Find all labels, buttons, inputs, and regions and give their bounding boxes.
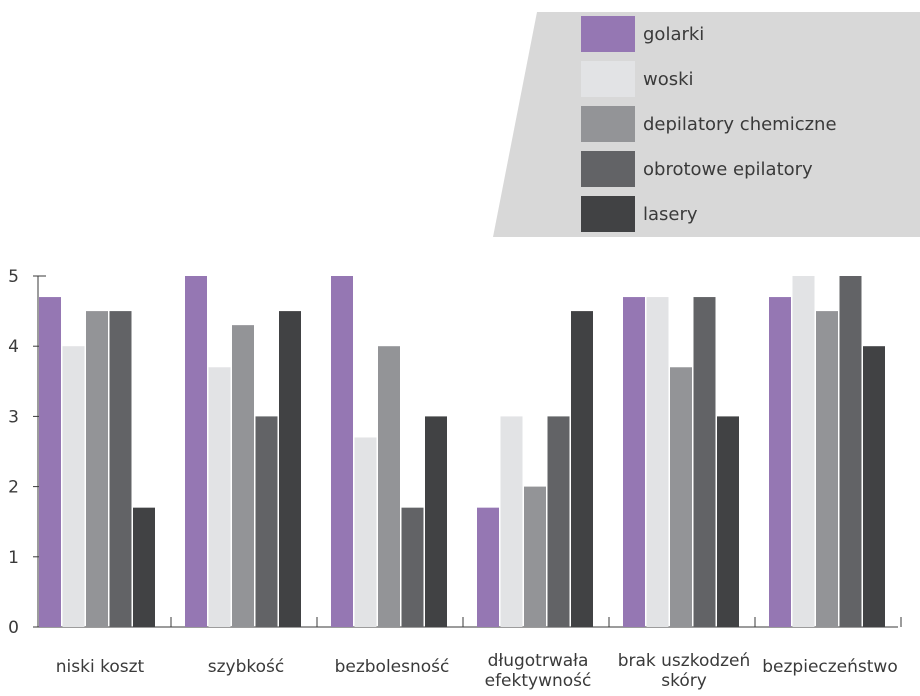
category-label-line: szybkość <box>208 657 284 677</box>
category-label-4: brak uszkodzeń skóry <box>618 651 751 691</box>
legend-swatch-1 <box>581 61 635 97</box>
legend-label-0: golarki <box>643 24 704 45</box>
y-tick-label-4: 4 <box>8 337 19 357</box>
bar-2-3 <box>401 507 424 627</box>
y-tick-label-5: 5 <box>8 267 19 287</box>
bar-0-0 <box>39 297 61 627</box>
bar-5-2 <box>816 311 838 627</box>
y-tick-label-1: 1 <box>8 548 19 568</box>
bar-0-2 <box>86 311 108 627</box>
bar-1-4 <box>279 311 301 627</box>
bar-0-4 <box>133 507 155 627</box>
bar-4-1 <box>646 297 669 627</box>
legend-swatch-3 <box>581 151 635 187</box>
legend-label-3: obrotowe epilatory <box>643 159 813 180</box>
axes: 0 1 2 3 4 5 <box>8 267 902 638</box>
legend-swatch-4 <box>581 196 635 232</box>
y-tick-label-2: 2 <box>8 478 19 498</box>
bar-2-0 <box>331 276 353 627</box>
bar-2-2 <box>378 346 400 627</box>
category-label-line: skóry <box>661 671 707 691</box>
bar-2-1 <box>354 437 377 627</box>
bar-5-4 <box>863 346 885 627</box>
category-label-line: brak uszkodzeń <box>618 651 751 671</box>
bars <box>39 276 885 627</box>
category-label-0: niski koszt <box>56 657 145 677</box>
category-label-line: niski koszt <box>56 657 145 677</box>
legend-label-1: woski <box>643 69 694 90</box>
legend-swatch-0 <box>581 16 635 52</box>
category-label-3: długotrwała efektywność <box>485 651 592 691</box>
bar-1-2 <box>232 325 254 627</box>
bar-4-3 <box>693 297 716 627</box>
category-label-line: bezbolesność <box>335 657 450 677</box>
bar-4-4 <box>717 416 739 627</box>
bar-1-3 <box>255 416 278 627</box>
legend-label-2: depilatory chemiczne <box>643 114 837 135</box>
y-tick-label-0: 0 <box>8 618 19 638</box>
bar-5-1 <box>792 276 815 627</box>
bar-4-0 <box>623 297 645 627</box>
bar-1-0 <box>185 276 207 627</box>
legend-swatch-2 <box>581 106 635 142</box>
category-label-line: bezpieczeństwo <box>762 657 897 677</box>
bar-4-2 <box>670 367 692 627</box>
category-label-5: bezpieczeństwo <box>762 657 897 677</box>
bar-3-3 <box>547 416 570 627</box>
y-tick-label-3: 3 <box>8 407 19 427</box>
category-label-line: długotrwała <box>488 651 589 671</box>
bar-3-4 <box>571 311 593 627</box>
legend: golarki woski depilatory chemiczne obrotowe… <box>493 12 920 237</box>
category-labels: niski koszt szybkość bezbolesność długotrwa… <box>56 651 898 691</box>
bar-1-1 <box>208 367 231 627</box>
legend-label-4: lasery <box>643 204 698 225</box>
category-label-line: efektywność <box>485 671 592 691</box>
bar-2-4 <box>425 416 447 627</box>
bar-0-3 <box>109 311 132 627</box>
bar-0-1 <box>62 346 85 627</box>
bar-3-2 <box>524 486 546 627</box>
bar-3-0 <box>477 507 499 627</box>
category-label-1: szybkość <box>208 657 284 677</box>
category-label-2: bezbolesność <box>335 657 450 677</box>
bar-5-0 <box>769 297 791 627</box>
bar-5-3 <box>839 276 862 627</box>
bar-3-1 <box>500 416 523 627</box>
